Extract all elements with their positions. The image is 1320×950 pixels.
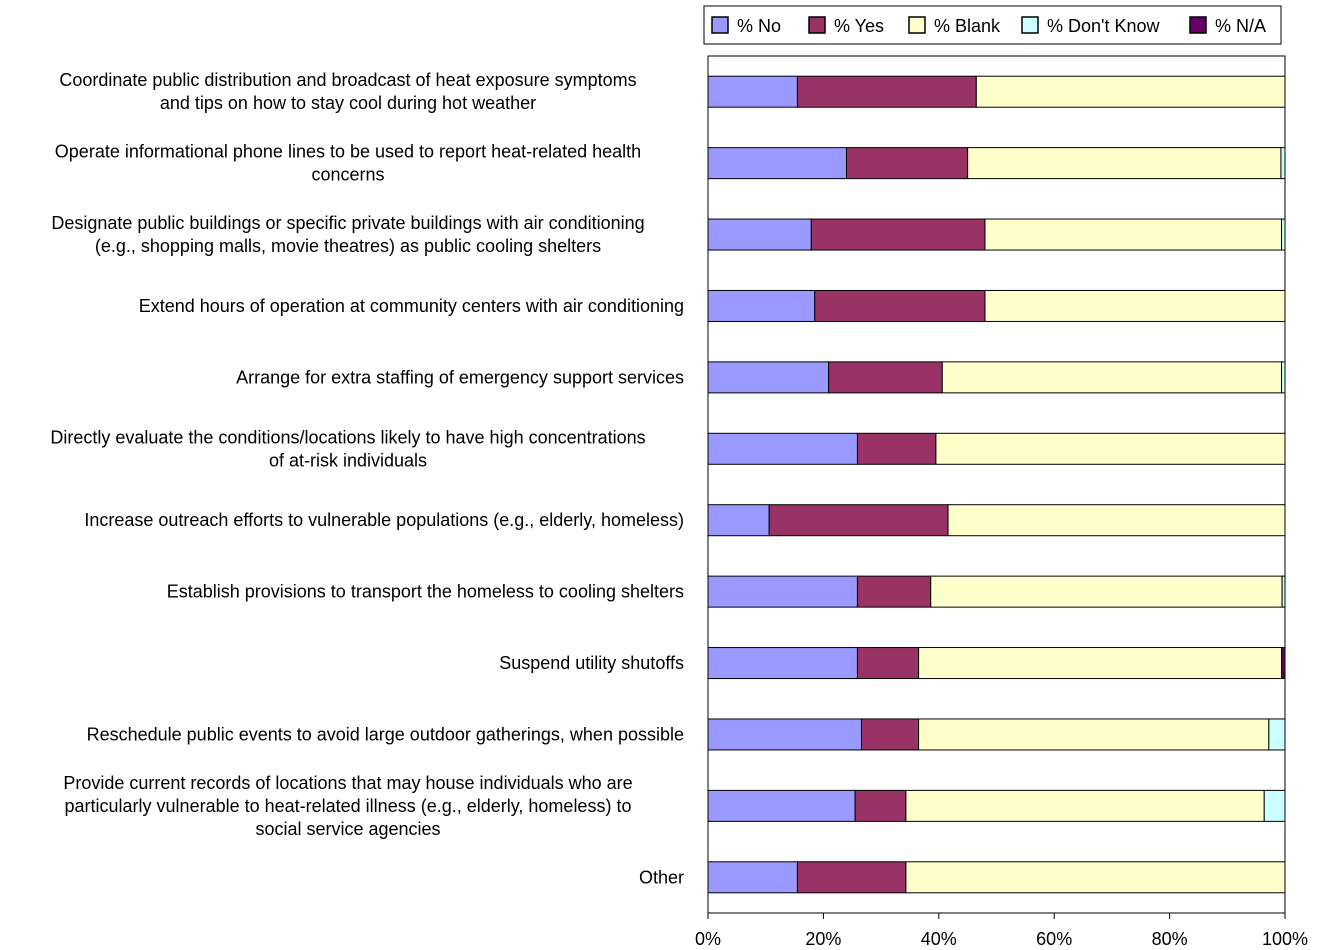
bar-segment bbox=[930, 575, 1283, 608]
x-tick-label: 80% bbox=[1152, 929, 1188, 949]
bar-segment bbox=[1263, 789, 1286, 822]
bar-segment bbox=[905, 861, 1286, 894]
category-label: Extend hours of operation at community c… bbox=[139, 296, 684, 316]
legend-swatch bbox=[1189, 16, 1207, 34]
x-tick-label: 20% bbox=[805, 929, 841, 949]
category-label: Arrange for extra staffing of emergency … bbox=[236, 367, 684, 387]
bar-segment bbox=[810, 218, 986, 251]
bar-segment bbox=[947, 504, 1286, 537]
bar-segment bbox=[707, 861, 798, 894]
category-label: Suspend utility shutoffs bbox=[499, 653, 684, 673]
bar-segment bbox=[707, 147, 847, 180]
bar-segment bbox=[707, 504, 770, 537]
bar-segment bbox=[845, 147, 969, 180]
category-label-line: particularly vulnerable to heat-related … bbox=[65, 796, 632, 816]
category-label: Establish provisions to transport the ho… bbox=[167, 582, 684, 602]
category-label-line: Increase outreach efforts to vulnerable … bbox=[84, 510, 684, 530]
category-label-line: concerns bbox=[311, 165, 384, 185]
category-label: Directly evaluate the conditions/locatio… bbox=[50, 427, 645, 470]
category-label-line: Designate public buildings or specific p… bbox=[51, 213, 644, 233]
category-label-line: Provide current records of locations tha… bbox=[63, 773, 632, 793]
category-label: Designate public buildings or specific p… bbox=[51, 213, 644, 256]
bar-segment bbox=[828, 361, 943, 394]
bar-segment bbox=[918, 718, 1270, 751]
bar-segment bbox=[967, 147, 1282, 180]
bar-segment bbox=[1281, 647, 1286, 680]
bar-segment bbox=[975, 75, 1286, 108]
bar-segment bbox=[854, 789, 907, 822]
category-label: Increase outreach efforts to vulnerable … bbox=[84, 510, 684, 530]
bar-segment bbox=[814, 289, 986, 322]
legend-label: % N/A bbox=[1215, 16, 1266, 36]
category-label-line: social service agencies bbox=[255, 819, 440, 839]
category-label-line: Operate informational phone lines to be … bbox=[55, 142, 641, 162]
bar-segment bbox=[707, 718, 862, 751]
bar-segment bbox=[918, 647, 1283, 680]
bar-segment bbox=[707, 289, 816, 322]
bar-segment bbox=[707, 789, 856, 822]
x-axis-ticks: 0% 20% 40% 60% 80% 100% bbox=[695, 913, 1308, 949]
bar-segment bbox=[905, 789, 1265, 822]
bar-segment bbox=[860, 718, 920, 751]
bar-segment bbox=[707, 647, 858, 680]
category-label-line: Arrange for extra staffing of emergency … bbox=[236, 367, 684, 387]
bar-segment bbox=[1281, 361, 1286, 394]
category-label-line: of at-risk individuals bbox=[269, 450, 427, 470]
bar-segment bbox=[856, 575, 932, 608]
category-label-line: Coordinate public distribution and broad… bbox=[59, 70, 636, 90]
category-label-line: Directly evaluate the conditions/locatio… bbox=[50, 427, 645, 447]
category-label-line: (e.g., shopping malls, movie theatres) a… bbox=[95, 236, 601, 256]
plot-area bbox=[707, 55, 1286, 914]
x-tick-label: 100% bbox=[1262, 929, 1308, 949]
x-tick-label: 60% bbox=[1036, 929, 1072, 949]
bar-segment bbox=[984, 218, 1283, 251]
legend-swatch bbox=[711, 16, 729, 34]
category-label: Other bbox=[639, 867, 684, 887]
category-label-line: Suspend utility shutoffs bbox=[499, 653, 684, 673]
legend-swatch bbox=[908, 16, 926, 34]
category-label-line: Establish provisions to transport the ho… bbox=[167, 582, 684, 602]
bar-segment bbox=[1280, 147, 1286, 180]
category-label-line: Extend hours of operation at community c… bbox=[139, 296, 684, 316]
bar-segment bbox=[796, 861, 907, 894]
bar-segment bbox=[935, 432, 1286, 465]
legend-label: % Yes bbox=[834, 16, 884, 36]
bar-segment bbox=[1281, 575, 1286, 608]
category-label-line: Other bbox=[639, 867, 684, 887]
legend-label: % No bbox=[737, 16, 781, 36]
bar-segment bbox=[1268, 718, 1286, 751]
category-label: Operate informational phone lines to be … bbox=[55, 142, 641, 185]
bar-segment bbox=[856, 647, 920, 680]
legend: % No % Yes % Blank % Don't Know % N/A bbox=[703, 5, 1282, 45]
category-label-line: and tips on how to stay cool during hot … bbox=[160, 93, 536, 113]
x-tick-label: 40% bbox=[921, 929, 957, 949]
bar-segment bbox=[768, 504, 949, 537]
bar-segment bbox=[707, 432, 858, 465]
bar-segment bbox=[984, 289, 1286, 322]
category-label-line: Reschedule public events to avoid large … bbox=[87, 724, 684, 744]
bars bbox=[707, 75, 1286, 894]
bar-segment bbox=[707, 361, 830, 394]
category-label: Coordinate public distribution and broad… bbox=[59, 70, 636, 113]
bar-segment bbox=[796, 75, 977, 108]
category-label: Reschedule public events to avoid large … bbox=[87, 724, 684, 744]
category-label: Provide current records of locations tha… bbox=[63, 773, 632, 839]
legend-swatch bbox=[808, 16, 826, 34]
bar-segment bbox=[941, 361, 1283, 394]
bar-segment bbox=[1281, 218, 1286, 251]
legend-swatch bbox=[1021, 16, 1039, 34]
bar-segment bbox=[856, 432, 937, 465]
legend-box bbox=[703, 5, 1282, 45]
bar-segment bbox=[707, 575, 858, 608]
x-tick-label: 0% bbox=[695, 929, 721, 949]
bar-segment bbox=[707, 75, 798, 108]
legend-label: % Blank bbox=[934, 16, 1001, 36]
legend-label: % Don't Know bbox=[1047, 16, 1160, 36]
category-labels: Coordinate public distribution and broad… bbox=[50, 70, 684, 887]
bar-segment bbox=[707, 218, 812, 251]
